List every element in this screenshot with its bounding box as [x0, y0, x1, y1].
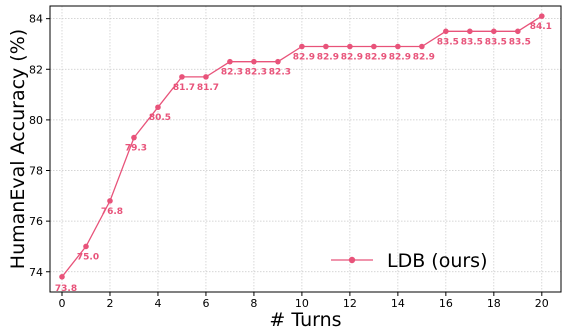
- data-point: [107, 198, 113, 204]
- data-point: [275, 58, 281, 65]
- data-label: 82.9: [365, 52, 387, 62]
- data-label: 81.7: [197, 83, 219, 93]
- data-label: 83.5: [509, 37, 531, 47]
- data-label: 75.0: [77, 252, 99, 262]
- data-label: 83.5: [437, 37, 459, 47]
- plot-frame: [49, 5, 562, 293]
- data-label: 82.9: [413, 52, 435, 62]
- data-point: [515, 28, 521, 35]
- legend-marker: [348, 256, 356, 264]
- x-tick-label: 6: [202, 297, 209, 310]
- y-tick-label: 82: [29, 63, 43, 76]
- y-tick-label: 84: [29, 13, 43, 26]
- data-label: 82.3: [269, 68, 291, 78]
- data-label: 79.3: [125, 144, 147, 154]
- x-tick-label: 16: [439, 297, 453, 310]
- y-tick-label: 74: [29, 266, 43, 279]
- data-label: 83.5: [485, 37, 507, 47]
- data-point: [131, 134, 137, 141]
- x-tick-label: 0: [58, 297, 65, 310]
- x-tick-label: 14: [391, 297, 405, 310]
- data-label: 82.9: [341, 52, 363, 62]
- data-point: [155, 104, 161, 111]
- data-point: [371, 43, 377, 50]
- data-point: [227, 58, 233, 65]
- data-point: [179, 74, 185, 80]
- data-label: 84.1: [530, 22, 552, 32]
- data-point: [419, 43, 425, 50]
- x-tick-label: 2: [106, 297, 113, 310]
- x-tick-label: 10: [295, 297, 309, 310]
- y-tick-label: 76: [29, 215, 43, 228]
- data-point: [347, 43, 353, 50]
- data-point: [323, 43, 329, 50]
- data-point: [467, 28, 473, 35]
- x-tick-label: 20: [535, 297, 549, 310]
- data-point: [395, 43, 401, 50]
- data-point: [83, 243, 89, 250]
- axis-ticks: 0 2 4 6 8 10 12 14 16 18 20 74 76 78 80 82 84: [29, 13, 549, 310]
- x-tick-label: 8: [250, 297, 257, 310]
- data-label: 82.3: [221, 68, 243, 78]
- x-tick-label: 18: [487, 297, 501, 310]
- data-label: 76.8: [101, 207, 123, 217]
- data-label: 82.9: [317, 52, 339, 62]
- data-label: 81.7: [173, 83, 195, 93]
- data-label: 82.3: [245, 68, 267, 78]
- x-tick-label: 4: [154, 297, 161, 310]
- legend-label: LDB (ours): [387, 250, 488, 272]
- data-point: [539, 13, 545, 19]
- data-point: [443, 28, 449, 35]
- data-label: 83.5: [461, 37, 483, 47]
- data-label: 73.8: [55, 284, 77, 294]
- data-label: 80.5: [149, 113, 171, 123]
- data-point: [491, 28, 497, 35]
- data-point: [251, 58, 257, 65]
- data-series: 73.875.076.879.380.581.7 81.782.3 82.3 82.3…: [55, 13, 552, 294]
- y-tick-label: 78: [29, 165, 43, 178]
- data-label: 82.9: [293, 52, 315, 62]
- data-label: 82.9: [389, 52, 411, 62]
- data-point: [59, 274, 65, 280]
- data-point: [203, 74, 209, 80]
- x-axis-title: # Turns: [269, 309, 341, 329]
- y-tick-label: 80: [29, 114, 43, 127]
- legend: LDB (ours): [331, 250, 488, 272]
- grid: [50, 6, 561, 292]
- y-axis-title: HumanEval Accuracy (%): [7, 29, 29, 269]
- data-point: [299, 43, 305, 50]
- x-tick-label: 12: [343, 297, 357, 310]
